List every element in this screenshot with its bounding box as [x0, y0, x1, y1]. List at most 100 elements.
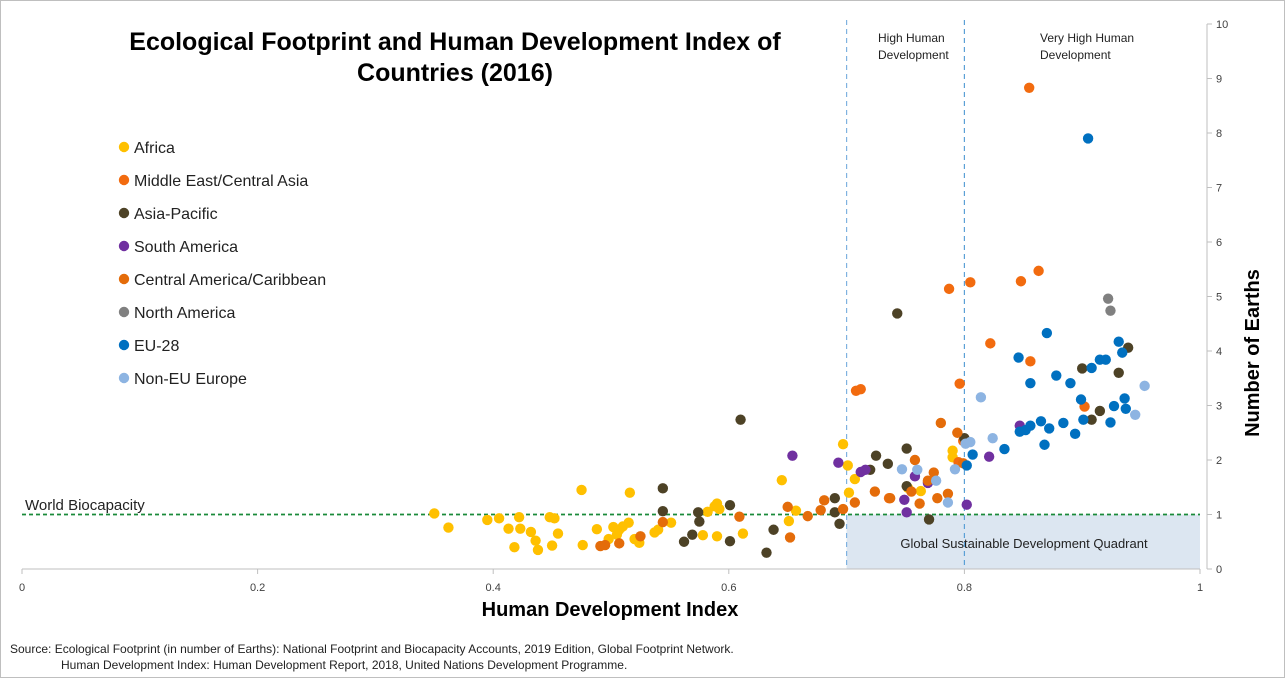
- point-non-eu-europe: [975, 392, 987, 403]
- point-non-eu-europe: [987, 433, 998, 444]
- point-africa: [714, 503, 725, 515]
- legend-marker-north-america: [118, 306, 130, 318]
- x-tick-label: 0.6: [721, 582, 736, 594]
- point-asia-pacific: [829, 507, 841, 518]
- legend-label-asia-pacific: Asia-Pacific: [134, 206, 218, 223]
- y-tick-label: 4: [1216, 346, 1222, 358]
- quadrant-area: [846, 514, 1200, 569]
- point-asia-pacific: [735, 414, 746, 425]
- point-south-america: [983, 451, 995, 462]
- point-central-america-caribbean: [932, 492, 943, 504]
- quadrant-label: Global Sustainable Development Quadrant: [900, 536, 1148, 551]
- point-africa: [515, 523, 526, 534]
- point-central-america-caribbean: [782, 501, 793, 513]
- point-central-america-caribbean: [884, 492, 896, 504]
- legend-marker-non-eu-europe: [118, 372, 130, 384]
- chart-title-line-1: Ecological Footprint and Human Developme…: [129, 28, 781, 56]
- point-asia-pacific: [1077, 363, 1088, 374]
- point-central-america-caribbean: [935, 417, 947, 429]
- very-high-hd-label-line-2: Development: [1040, 48, 1111, 62]
- point-africa: [525, 526, 537, 538]
- point-africa: [652, 524, 664, 535]
- point-eu-28: [1113, 336, 1124, 347]
- point-eu-28: [1105, 417, 1116, 428]
- y-axis-title: Number of Earths: [1242, 269, 1264, 437]
- point-asia-pacific: [834, 518, 845, 529]
- point-asia-pacific: [1113, 367, 1124, 378]
- point-non-eu-europe: [942, 497, 954, 508]
- point-south-america: [787, 450, 798, 461]
- point-non-eu-europe: [965, 436, 976, 448]
- point-eu-28: [1041, 327, 1053, 339]
- very-high-hd-label-line-1: Very High Human: [1040, 31, 1134, 45]
- point-africa: [503, 523, 514, 534]
- x-tick-label: 0.2: [250, 582, 265, 594]
- point-eu-28: [1013, 352, 1024, 363]
- legend-marker-south-america: [118, 240, 130, 252]
- point-asia-pacific: [657, 506, 669, 517]
- point-south-america: [899, 494, 910, 505]
- point-africa: [577, 539, 588, 551]
- point-asia-pacific: [692, 507, 704, 518]
- point-eu-28: [999, 443, 1010, 455]
- y-tick-label: 10: [1216, 19, 1228, 31]
- point-central-america-caribbean: [614, 538, 625, 549]
- point-eu-28: [1075, 394, 1087, 405]
- legend-label-central-america-caribbean: Central America/Caribbean: [134, 272, 326, 289]
- point-eu-28: [1025, 420, 1036, 431]
- point-africa: [783, 515, 795, 527]
- legend-label-eu-28: EU-28: [134, 338, 179, 355]
- point-non-eu-europe: [949, 464, 961, 475]
- point-africa: [947, 445, 958, 456]
- point-asia-pacific: [870, 450, 882, 461]
- point-central-america-caribbean: [819, 495, 830, 506]
- point-africa: [493, 513, 505, 524]
- point-asia-pacific: [694, 516, 705, 527]
- point-eu-28: [1058, 417, 1069, 429]
- point-africa: [482, 514, 493, 526]
- source-line-2: Human Development Index: Human Developme…: [61, 658, 628, 672]
- point-africa: [513, 512, 525, 523]
- point-africa: [843, 487, 855, 498]
- point-non-eu-europe: [1130, 409, 1141, 420]
- point-middle-east-central-asia: [1033, 265, 1044, 277]
- point-africa: [546, 540, 558, 551]
- legend-label-africa: Africa: [134, 140, 175, 157]
- legend-marker-africa: [118, 141, 130, 153]
- point-north-america: [1105, 305, 1116, 316]
- point-asia-pacific: [724, 536, 736, 547]
- point-central-america-caribbean: [869, 486, 881, 497]
- point-eu-28: [1082, 133, 1094, 144]
- point-south-america: [961, 499, 972, 510]
- point-central-america-caribbean: [815, 504, 826, 516]
- y-tick-label: 8: [1216, 128, 1222, 140]
- point-central-america-caribbean: [784, 532, 796, 543]
- point-africa: [849, 473, 861, 485]
- y-tick-label: 7: [1216, 183, 1222, 195]
- point-eu-28: [1100, 354, 1111, 365]
- point-asia-pacific: [1094, 405, 1106, 417]
- y-tick-label: 5: [1216, 292, 1222, 304]
- source-line-1: Source: Ecological Footprint (in number …: [10, 642, 734, 656]
- point-central-america-caribbean: [942, 488, 954, 499]
- point-asia-pacific: [923, 514, 935, 525]
- point-central-america-caribbean: [837, 503, 849, 515]
- point-africa: [842, 460, 853, 471]
- point-south-america: [901, 507, 912, 518]
- point-eu-28: [961, 460, 972, 471]
- point-central-america-caribbean: [914, 498, 925, 509]
- point-middle-east-central-asia: [1015, 276, 1027, 287]
- point-central-america-caribbean: [922, 475, 934, 486]
- point-asia-pacific: [882, 458, 894, 470]
- point-south-america: [860, 464, 871, 476]
- x-tick-label: 1: [1197, 582, 1203, 594]
- point-eu-28: [1069, 428, 1081, 440]
- legend: Africa Middle East/Central Asia Asia-Pacif…: [118, 140, 326, 388]
- point-central-america-caribbean: [734, 511, 745, 522]
- point-central-america-caribbean: [657, 516, 669, 528]
- point-asia-pacific: [657, 483, 669, 494]
- point-eu-28: [1065, 377, 1076, 389]
- point-middle-east-central-asia: [1023, 82, 1035, 93]
